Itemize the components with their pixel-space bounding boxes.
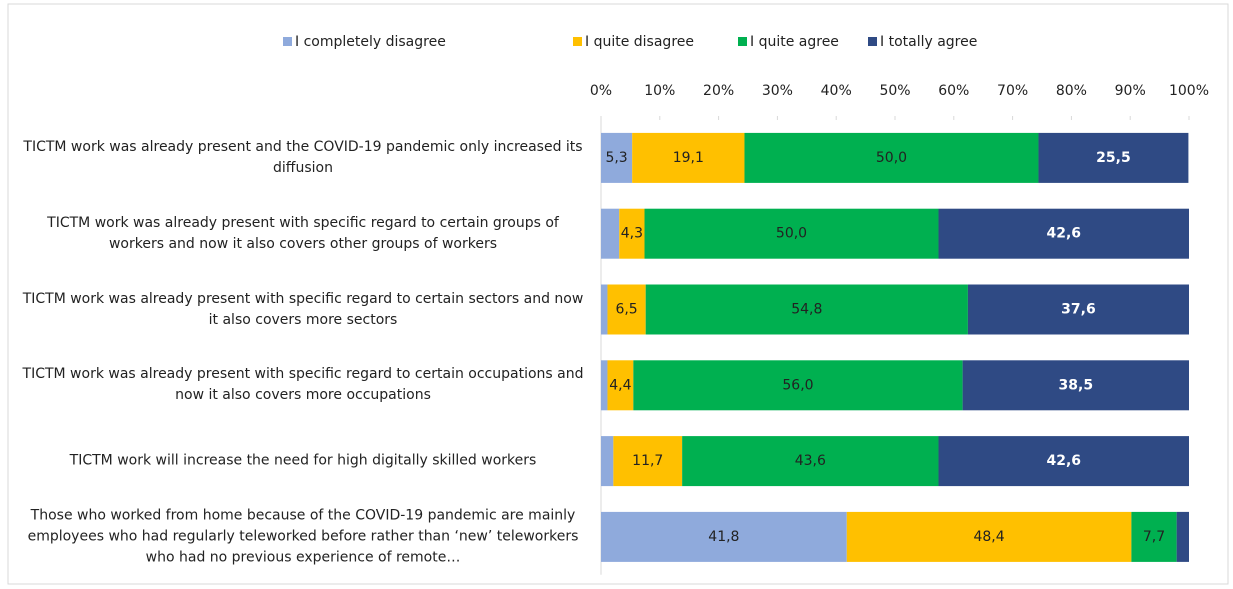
legend-label: I completely disagree [295,34,446,50]
x-tick-label: 100% [1169,83,1209,99]
category-label: TICTM work will increase the need for hi… [69,452,537,469]
bar-segment [601,208,620,259]
legend-swatch [868,37,877,46]
legend-label: I quite agree [750,34,839,50]
bar-segment [607,284,646,335]
legend-label: I totally agree [880,34,977,50]
data-label: 56,0 [782,377,813,393]
data-label: 38,5 [1059,377,1094,393]
data-label: 7,7 [1143,529,1165,545]
x-tick-label: 50% [879,83,910,99]
data-label: 6,5 [615,302,637,318]
x-tick-label: 20% [703,83,734,99]
x-tick-label: 10% [644,83,675,99]
bar-segment [633,360,963,411]
legend-swatch [283,37,292,46]
data-label: 43,6 [795,453,826,469]
legend-swatch [573,37,582,46]
data-label: 4,4 [609,377,631,393]
data-label: 41,8 [708,529,739,545]
bar-segment [1176,511,1189,562]
bar-segment [601,284,608,335]
bar-segment [607,360,634,411]
bar-segment [601,132,633,183]
bar-segment [846,511,1132,562]
category-label: TICTM work was already present and the C… [23,138,583,176]
bar-segment [601,436,614,487]
bar-segment [682,436,939,487]
data-label: 4,3 [621,226,643,242]
data-label: 19,1 [673,150,704,166]
data-label: 54,8 [791,302,822,318]
x-tick-label: 60% [938,83,969,99]
x-tick-label: 80% [1056,83,1087,99]
x-tick-label: 70% [997,83,1028,99]
data-label: 37,6 [1061,302,1096,318]
bar-segment [632,132,745,183]
legend-label: I quite disagree [585,34,694,50]
x-tick-label: 40% [821,83,852,99]
bar-segment [744,132,1039,183]
legend-swatch [738,37,747,46]
x-tick-label: 0% [590,83,612,99]
bar-segment [644,208,939,259]
bar-segment [967,284,1189,335]
data-label: 42,6 [1046,453,1081,469]
data-label: 25,5 [1096,150,1131,166]
bar-segment [613,436,683,487]
data-label: 42,6 [1046,226,1081,242]
bar-segment [601,360,608,411]
bar-segment [645,284,968,335]
chart-border [7,3,1229,585]
x-tick-label: 90% [1115,83,1146,99]
bar-segment [619,208,645,259]
bar-segment [938,208,1189,259]
data-label: 48,4 [973,529,1004,545]
category-label: TICTM work was already present with spec… [22,366,584,404]
bar-segment [962,360,1189,411]
category-label: Those who worked from home because of th… [27,507,579,566]
data-label: 50,0 [876,150,907,166]
x-tick-label: 30% [762,83,793,99]
bar-segment [601,511,847,562]
category-label: TICTM work was already present with spec… [47,214,559,252]
data-label: 5,3 [605,150,627,166]
data-label: 50,0 [776,226,807,242]
bar-segment [1131,511,1177,562]
bar-segment [1038,132,1189,183]
category-label: TICTM work was already present with spec… [22,290,584,328]
data-label: 11,7 [632,453,663,469]
bar-segment [938,436,1189,487]
